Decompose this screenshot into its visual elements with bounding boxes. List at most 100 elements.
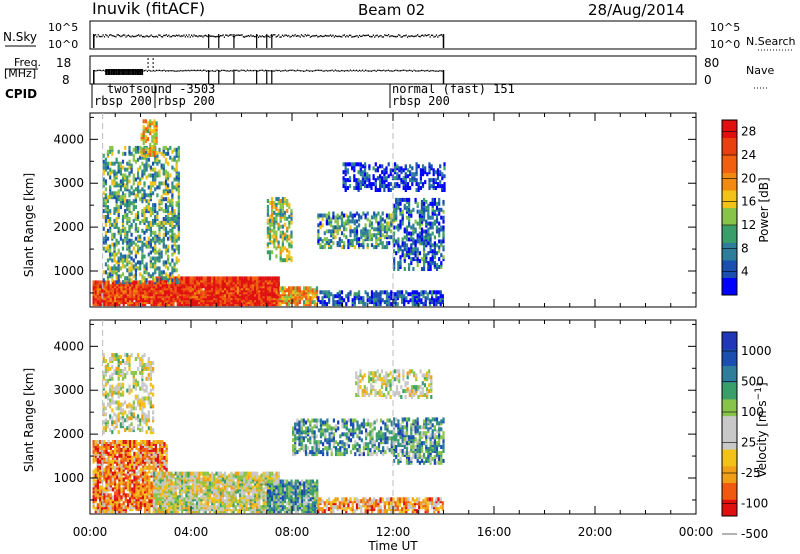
data-cell (144, 507, 147, 512)
data-cell (154, 443, 157, 448)
data-cell (381, 223, 384, 228)
data-cell (425, 219, 428, 224)
data-cell (160, 151, 163, 156)
freq-trace-point (281, 70, 283, 72)
freq-trace-point (313, 70, 315, 72)
data-cell (379, 164, 382, 169)
data-cell (111, 440, 114, 444)
data-cell (120, 487, 123, 492)
data-cell (134, 262, 137, 267)
data-cell (153, 135, 156, 140)
data-cell (154, 230, 157, 235)
data-cell (124, 187, 127, 192)
data-cell (144, 147, 147, 151)
freq-strip: Freq. [MHz] 18 8 80 0 Nave (4, 55, 774, 89)
data-cell (141, 495, 145, 500)
data-cell (129, 440, 132, 444)
freq-trace-point (99, 69, 101, 71)
nsky-trace-point (117, 34, 119, 36)
data-cell (410, 257, 413, 262)
data-cell (111, 487, 114, 492)
data-cell (135, 485, 138, 490)
data-cell (167, 151, 170, 156)
data-cell (397, 237, 400, 242)
nsky-trace-point (284, 34, 286, 36)
data-cell (135, 495, 138, 500)
data-cell (405, 290, 408, 295)
data-cell (413, 302, 416, 307)
data-cell (128, 189, 131, 194)
data-cell (390, 302, 393, 307)
data-cell (149, 220, 152, 225)
nsky-trace-point (184, 36, 186, 38)
data-cell (292, 286, 295, 291)
data-cell (158, 199, 161, 204)
data-cell (394, 182, 397, 187)
data-cell (319, 221, 322, 226)
data-cell (429, 201, 432, 206)
data-cell (321, 296, 324, 301)
data-cell (364, 172, 367, 177)
data-cell (177, 195, 180, 200)
data-cell (130, 201, 133, 206)
freq-trace-point (343, 70, 345, 72)
data-cell (117, 256, 120, 261)
data-cell (126, 220, 129, 225)
data-cell (146, 505, 149, 510)
data-cell (115, 207, 118, 212)
colorbar-tick-label: 28 (741, 125, 756, 139)
data-cell (154, 175, 157, 180)
data-cell (133, 440, 136, 444)
data-cell (332, 215, 335, 220)
nsky-trace-point (361, 35, 363, 37)
data-cell (409, 178, 412, 183)
data-cell (109, 175, 112, 180)
data-cell (111, 459, 114, 464)
data-cell (117, 266, 120, 271)
data-cell (328, 229, 331, 234)
data-cell (111, 288, 114, 293)
data-cell (260, 276, 263, 281)
freq-trace-point (345, 70, 347, 72)
data-cell (358, 243, 361, 248)
data-cell (164, 276, 168, 281)
data-cell (171, 238, 174, 243)
data-cell (107, 445, 110, 450)
nsky-trace-point (406, 36, 409, 38)
data-cell (204, 286, 207, 291)
data-cell (154, 218, 157, 223)
data-cell (410, 249, 413, 254)
data-cell (158, 270, 161, 275)
nsky-trace-point (215, 36, 217, 38)
data-cell (155, 150, 158, 155)
data-cell (375, 245, 378, 250)
data-cell (416, 201, 419, 206)
data-cell (131, 280, 134, 285)
data-cell (94, 445, 97, 450)
data-cell (151, 145, 154, 149)
data-cell (102, 246, 105, 251)
data-cell (104, 165, 107, 170)
data-cell (418, 231, 421, 236)
data-cell (396, 182, 399, 187)
freq-trace-point (258, 69, 261, 72)
nsky-trace-point (398, 34, 400, 36)
data-cell (254, 276, 257, 281)
data-cell (376, 176, 379, 181)
data-cell (403, 197, 406, 202)
freq-trace-dense (121, 69, 123, 75)
data-cell (152, 177, 155, 182)
data-cell (137, 469, 140, 474)
data-cell (173, 268, 176, 273)
data-cell (102, 270, 105, 275)
data-cell (360, 215, 363, 220)
freq-trace-point (421, 69, 423, 72)
data-cell (131, 491, 134, 496)
nsky-trace-point (380, 34, 382, 37)
freq-trace-point (257, 70, 259, 72)
nsky-trace-point (433, 36, 435, 38)
data-cell (146, 449, 149, 454)
nsky-trace-point (395, 36, 397, 38)
data-cell (111, 151, 114, 156)
data-cell (135, 294, 138, 299)
